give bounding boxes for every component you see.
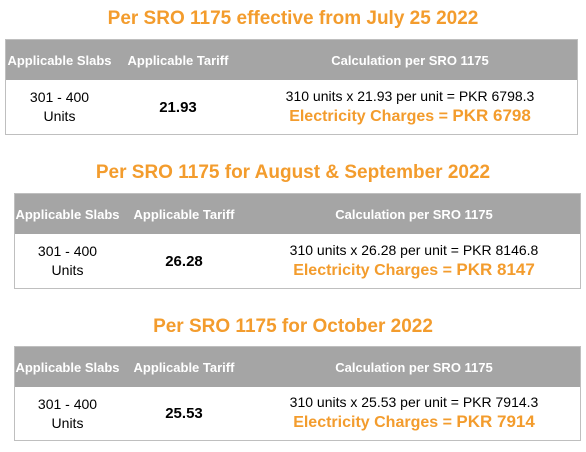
header-tariff: Applicable Tariff <box>127 52 229 68</box>
table-header: Applicable Slabs Applicable Tariff Calcu… <box>15 194 580 234</box>
calculation-cell: 310 units x 25.53 per unit = PKR 7914.3 … <box>248 387 580 440</box>
tariff-table: Applicable Slabs Applicable Tariff Calcu… <box>14 346 581 441</box>
charges-label: Electricity Charges = <box>293 261 457 279</box>
header-tariff: Applicable Tariff <box>133 206 235 222</box>
calculation-cell: 310 units x 21.93 per unit = PKR 6798.3 … <box>243 80 577 134</box>
calculation-text: 310 units x 21.93 per unit = PKR 6798.3 <box>285 87 535 104</box>
tariff-value: 21.93 <box>159 98 197 116</box>
slab-cell: 301 - 400 Units <box>29 89 90 124</box>
electricity-charges: Electricity Charges = PKR 6798 <box>289 105 531 128</box>
header-calculation: Calculation per SRO 1175 <box>335 359 493 375</box>
tariff-value: 26.28 <box>165 252 203 270</box>
slab-cell: 301 - 400 Units <box>37 243 98 278</box>
tariff-value: 25.53 <box>165 405 203 422</box>
table-header: Applicable Slabs Applicable Tariff Calcu… <box>6 40 577 80</box>
header-tariff: Applicable Tariff <box>133 359 235 375</box>
tariff-table: Applicable Slabs Applicable Tariff Calcu… <box>14 193 581 289</box>
section-title: Per SRO 1175 for October 2022 <box>153 316 433 337</box>
charges-amount: PKR 6798 <box>452 105 531 125</box>
calculation-cell: 310 units x 26.28 per unit = PKR 8146.8 … <box>248 234 580 288</box>
charges-label: Electricity Charges = <box>293 414 457 431</box>
header-slabs: Applicable Slabs <box>15 206 120 222</box>
header-slabs: Applicable Slabs <box>7 52 112 68</box>
header-slabs: Applicable Slabs <box>15 359 120 375</box>
section-title: Per SRO 1175 effective from July 25 2022 <box>107 8 479 29</box>
tariff-table: Applicable Slabs Applicable Tariff Calcu… <box>5 39 578 135</box>
header-calculation: Calculation per SRO 1175 <box>335 206 493 222</box>
charges-amount: PKR 7914 <box>456 412 535 431</box>
section-title: Per SRO 1175 for August & September 2022 <box>95 162 491 183</box>
charges-amount: PKR 8147 <box>456 259 535 279</box>
table-row: 301 - 400 Units 26.28 310 units x 26.28 … <box>15 234 580 288</box>
slab-cell: 301 - 400 Units <box>37 395 98 431</box>
header-calculation: Calculation per SRO 1175 <box>331 52 489 68</box>
calculation-text: 310 units x 26.28 per unit = PKR 8146.8 <box>289 241 539 258</box>
table-row: 301 - 400 Units 25.53 310 units x 25.53 … <box>15 387 580 440</box>
electricity-charges: Electricity Charges = PKR 8147 <box>293 259 535 282</box>
calculation-text: 310 units x 25.53 per unit = PKR 7914.3 <box>289 394 539 410</box>
table-header: Applicable Slabs Applicable Tariff Calcu… <box>15 347 580 387</box>
table-row: 301 - 400 Units 21.93 310 units x 21.93 … <box>6 80 577 134</box>
electricity-charges: Electricity Charges = PKR 7914 <box>293 411 535 434</box>
charges-label: Electricity Charges = <box>289 107 453 125</box>
